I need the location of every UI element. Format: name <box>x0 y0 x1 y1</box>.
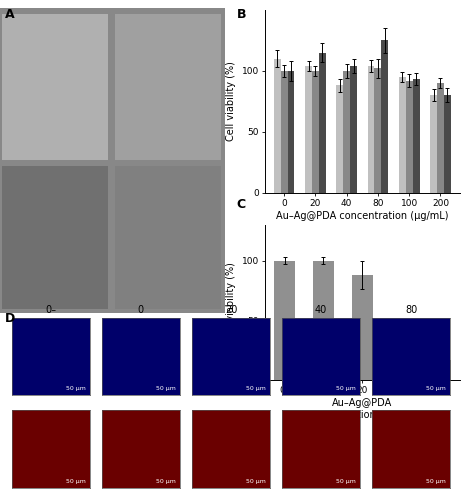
Text: ***: *** <box>434 342 446 351</box>
Bar <box>2 166 108 310</box>
X-axis label: Au–Ag@PDA
concentration (µg/mL): Au–Ag@PDA concentration (µg/mL) <box>308 398 417 419</box>
Legend: 24 h, 48 h, 72 h: 24 h, 48 h, 72 h <box>294 266 431 281</box>
Bar <box>406 80 413 192</box>
Text: B: B <box>237 8 246 20</box>
Bar <box>399 77 406 192</box>
Bar <box>430 360 451 380</box>
Bar <box>2 14 108 160</box>
Text: ***: *** <box>395 322 408 331</box>
Bar <box>287 71 295 192</box>
Bar <box>391 340 412 380</box>
Bar <box>430 95 437 192</box>
Bar <box>413 80 419 192</box>
Bar <box>437 83 444 192</box>
Bar <box>313 261 334 380</box>
Bar <box>368 66 374 192</box>
Bar <box>305 66 312 192</box>
Text: 50 μm: 50 μm <box>66 478 86 484</box>
Text: 50 μm: 50 μm <box>156 478 176 484</box>
Bar <box>352 275 373 380</box>
Text: 50 μm: 50 μm <box>246 478 266 484</box>
Text: 50 μm: 50 μm <box>336 478 356 484</box>
Bar <box>115 14 220 160</box>
Bar <box>115 166 220 310</box>
Bar <box>312 71 319 192</box>
Text: 0: 0 <box>138 305 144 315</box>
Text: C: C <box>237 198 246 210</box>
X-axis label: Au–Ag@PDA concentration (µg/mL): Au–Ag@PDA concentration (µg/mL) <box>276 210 448 220</box>
Text: 50 μm: 50 μm <box>156 386 176 391</box>
Text: 50 μm: 50 μm <box>66 386 86 391</box>
Text: 50 μm: 50 μm <box>426 386 446 391</box>
Bar <box>274 58 281 192</box>
Text: 40: 40 <box>315 305 327 315</box>
Bar <box>343 71 350 192</box>
Text: 50 μm: 50 μm <box>426 478 446 484</box>
Text: 0–: 0– <box>45 305 56 315</box>
Y-axis label: Cell viability (%): Cell viability (%) <box>226 62 236 141</box>
Text: D: D <box>5 312 15 326</box>
Text: 50 μm: 50 μm <box>246 386 266 391</box>
Bar <box>374 68 381 192</box>
Bar <box>274 261 295 380</box>
Text: 50 μm: 50 μm <box>336 386 356 391</box>
Bar <box>281 71 287 192</box>
Y-axis label: Cell viability (%): Cell viability (%) <box>226 262 236 342</box>
Bar <box>381 40 388 192</box>
Text: 20: 20 <box>225 305 237 315</box>
Bar <box>319 52 326 192</box>
Bar <box>336 86 343 192</box>
Bar <box>444 95 451 192</box>
Text: 80: 80 <box>405 305 417 315</box>
Bar <box>350 66 357 192</box>
Text: A: A <box>5 8 15 20</box>
